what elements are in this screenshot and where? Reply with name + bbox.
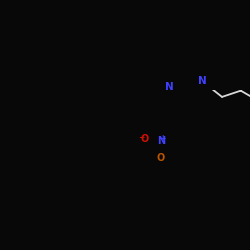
Text: O: O [156, 152, 165, 162]
Text: N: N [165, 82, 174, 92]
Text: N: N [157, 136, 165, 146]
Text: N: N [198, 76, 206, 86]
Text: +: + [160, 134, 166, 143]
Text: −: − [138, 133, 144, 142]
Text: O: O [140, 134, 148, 144]
